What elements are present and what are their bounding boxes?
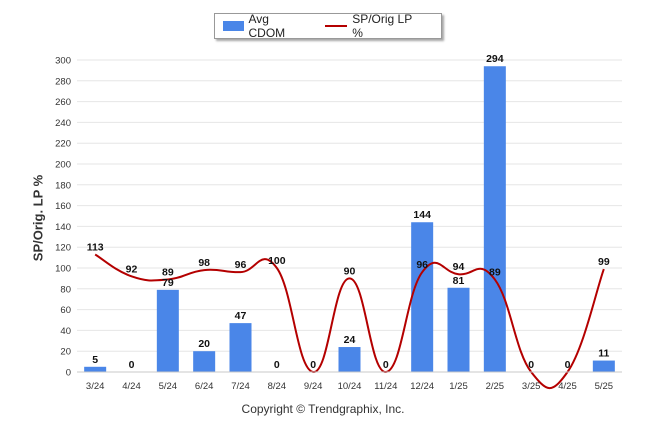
legend: Avg CDOM SP/Orig LP % [214, 12, 442, 40]
bar-10/24[interactable] [338, 347, 361, 372]
bar-value-label: 81 [453, 275, 465, 287]
x-axis-ticks: 3/24 4/24 5/24 6/24 7/24 8/24 9/24 10/24 11/24 12… [77, 371, 622, 392]
x-tick-label: 12/24 [410, 381, 434, 392]
line-value-label: 90 [344, 265, 356, 277]
x-tick-label: 9/24 [304, 381, 323, 392]
bar-value-label: 0 [274, 359, 280, 371]
line-value-label: 89 [162, 266, 174, 278]
y-tick-label: 240 [55, 118, 71, 129]
bar-value-label: 5 [92, 354, 98, 366]
y-tick-label: 40 [60, 326, 71, 337]
bars [84, 66, 615, 373]
y-tick-label: 20 [60, 347, 71, 358]
x-tick-label: 11/24 [374, 381, 397, 392]
bar-value-label: 24 [344, 334, 356, 346]
bar-value-label: 144 [413, 209, 431, 221]
y-axis-ticks: 0 20 40 60 80 100 120 140 160 180 200 220 240 260 280 3… [55, 56, 71, 379]
x-tick-label: 3/24 [86, 381, 105, 392]
bar-5/24[interactable] [156, 289, 179, 372]
legend-bar-swatch [223, 21, 244, 31]
x-tick-label: 10/24 [338, 381, 362, 392]
line-value-label: 98 [198, 257, 210, 269]
x-tick-label: 4/24 [122, 381, 141, 392]
bar-value-label: 20 [198, 338, 210, 350]
y-tick-label: 300 [55, 56, 71, 67]
grid-lines [77, 59, 622, 373]
x-tick-label: 8/24 [268, 381, 287, 392]
bar-3/24[interactable] [84, 366, 107, 372]
line-value-label: 0 [528, 359, 534, 371]
x-tick-label: 5/24 [159, 381, 178, 392]
y-tick-label: 260 [55, 97, 71, 108]
bar-6/24[interactable] [193, 351, 216, 372]
bar-12/24[interactable] [411, 222, 434, 372]
bar-value-label: 294 [486, 53, 504, 65]
x-tick-label: 3/25 [522, 381, 541, 392]
bar-value-label: 79 [162, 277, 174, 289]
bar-value-label: 47 [235, 310, 247, 322]
y-tick-label: 200 [55, 160, 71, 171]
x-tick-label: 5/25 [595, 381, 614, 392]
legend-item-sp-orig[interactable]: SP/Orig LP % [324, 12, 421, 40]
bar-2/25[interactable] [483, 66, 506, 373]
x-tick-label: 6/24 [195, 381, 214, 392]
line-value-label: 100 [268, 255, 286, 267]
line-value-label: 113 [87, 241, 104, 253]
y-tick-label: 280 [55, 76, 71, 87]
y-tick-label: 0 [66, 368, 71, 379]
bar-value-label: 0 [129, 359, 135, 371]
line-value-label: 96 [235, 259, 247, 271]
y-tick-label: 160 [55, 201, 71, 212]
y-tick-label: 100 [55, 264, 71, 275]
x-tick-label: 4/25 [558, 381, 577, 392]
y-tick-label: 140 [55, 222, 71, 233]
y-tick-label: 80 [60, 284, 71, 295]
line-value-label: 92 [126, 263, 138, 275]
bar-value-label: 11 [598, 348, 609, 360]
line-value-label: 0 [383, 359, 389, 371]
legend-line-swatch [324, 25, 348, 27]
copyright-text: Copyright © Trendgraphix, Inc. [241, 402, 405, 416]
y-tick-label: 180 [55, 180, 71, 191]
series-line-sp-orig [94, 253, 605, 390]
y-tick-label: 220 [55, 139, 71, 150]
line-value-label: 99 [598, 256, 610, 268]
line-value-label: 94 [453, 261, 465, 273]
bar-1/25[interactable] [447, 287, 470, 372]
y-tick-label: 120 [55, 243, 71, 254]
legend-item-avg-cdom[interactable]: Avg CDOM [223, 12, 305, 40]
bar-7/24[interactable] [229, 323, 252, 372]
line-value-label: 0 [565, 359, 571, 371]
data-labels: 5 0 79 20 47 0 24 144 81 294 11 113 92 89 98 96 100 0 90 0 9… [87, 53, 610, 371]
y-axis-label: SP/Orig. LP % [30, 174, 46, 262]
bar-5/25[interactable] [592, 360, 615, 372]
x-tick-label: 2/25 [486, 381, 505, 392]
x-tick-label: 7/24 [231, 381, 250, 392]
legend-label-avg-cdom: Avg CDOM [248, 12, 286, 40]
x-tick-label: 1/25 [449, 381, 468, 392]
line-value-label: 89 [489, 266, 501, 278]
line-value-label: 0 [310, 359, 316, 371]
y-tick-label: 60 [60, 305, 71, 316]
line-value-label: 96 [416, 259, 428, 271]
legend-label-sp-orig: SP/Orig LP % [352, 12, 413, 40]
